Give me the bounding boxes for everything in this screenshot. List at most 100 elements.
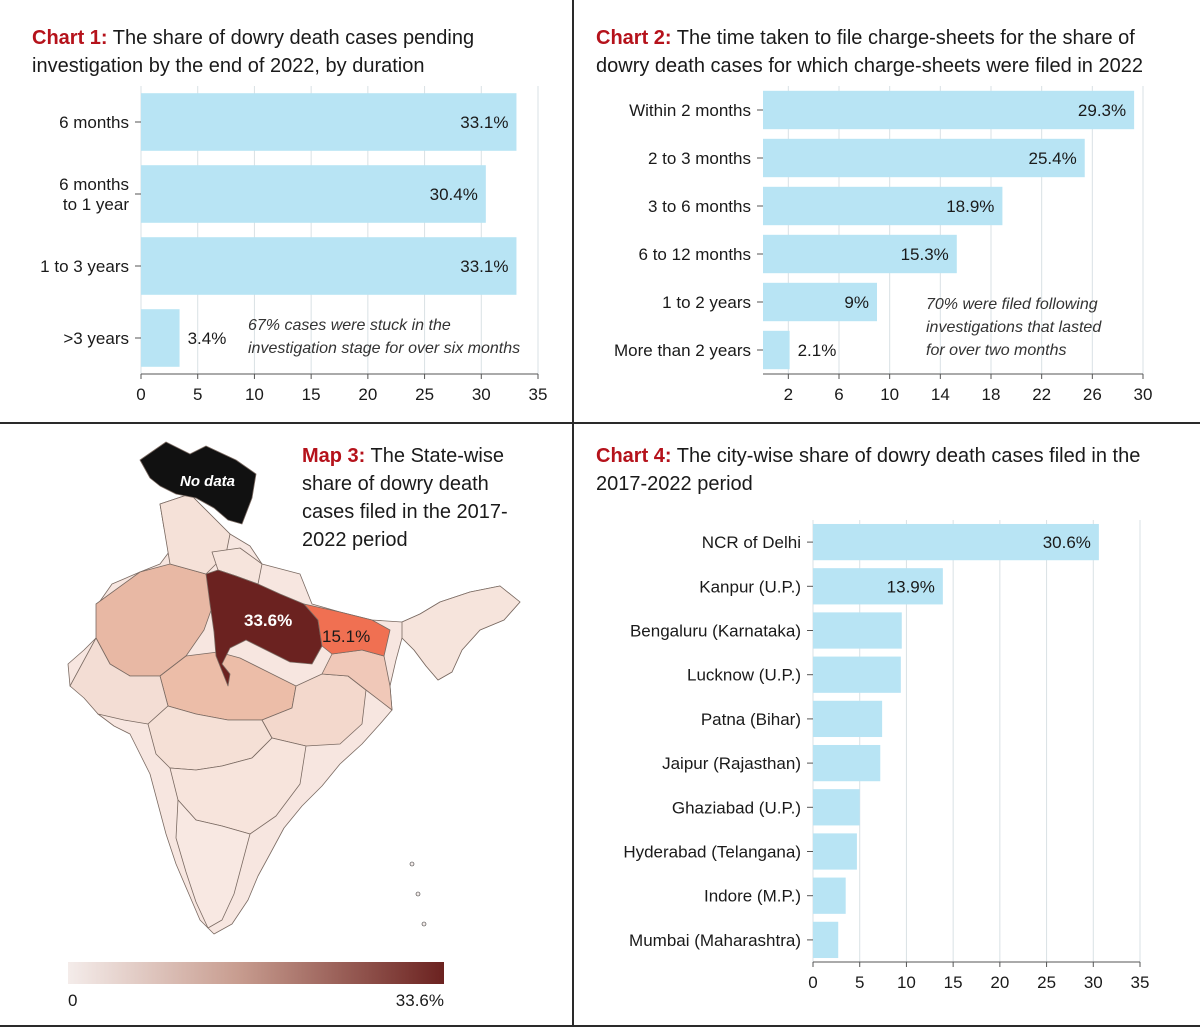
chart4-category-label: Kanpur (U.P.) xyxy=(699,577,801,596)
uttar-pradesh-region xyxy=(205,569,323,687)
chart2-tick-label: 10 xyxy=(880,385,899,404)
chart4-tick-label: 5 xyxy=(855,973,864,992)
chart2-category-label: 1 to 2 years xyxy=(662,293,751,312)
chart1-tick-label: 25 xyxy=(415,385,434,404)
chart4-category-label: Bengaluru (Karnataka) xyxy=(630,622,801,641)
chart1-tick-label: 5 xyxy=(193,385,202,404)
chart2-value-label: 2.1% xyxy=(798,341,837,360)
chart2-category-label: 3 to 6 months xyxy=(648,197,751,216)
map3-title-text: The State-wise share of dowry death case… xyxy=(302,445,508,551)
no-data-region xyxy=(139,441,257,525)
chart1-tick-label: 10 xyxy=(245,385,264,404)
chart2-category-label: Within 2 months xyxy=(629,101,751,120)
india-map: No data 33.6% 15.1% 0 33.6% xyxy=(67,441,521,1010)
chart2-bar xyxy=(763,138,1085,178)
chart1-category-label: 6 months xyxy=(59,175,129,194)
horizontal-divider xyxy=(0,422,1200,424)
chart4-bar xyxy=(813,789,860,826)
chart1-tick-label: 20 xyxy=(358,385,377,404)
chart2-value-label: 29.3% xyxy=(1078,101,1126,120)
chart4-bar xyxy=(813,612,902,649)
chart4-tick-label: 15 xyxy=(944,973,963,992)
chart2-annotation: 70% were filed following xyxy=(926,296,1098,313)
chart2-tick-label: 14 xyxy=(931,385,950,404)
chart1-category-label: >3 years xyxy=(63,329,129,348)
chart4-bar xyxy=(813,568,943,605)
chart2-panel: Chart 2: The time taken to file charge-s… xyxy=(0,0,1200,422)
chart1-tick-label: 15 xyxy=(302,385,321,404)
chart4-category-label: Patna (Bihar) xyxy=(701,710,801,729)
map3-panel: No data 33.6% 15.1% 0 33.6% Map 3: The S… xyxy=(0,424,572,1025)
chart4-category-label: Ghaziabad (U.P.) xyxy=(672,798,801,817)
chart2-value-label: 9% xyxy=(844,293,869,312)
map3-title-label: Map 3: xyxy=(302,445,366,467)
bihar-region xyxy=(303,603,391,657)
chart2-bar xyxy=(763,186,1003,226)
chart2-category-label: 2 to 3 months xyxy=(648,149,751,168)
chart4-title-text: The city-wise share of dowry death cases… xyxy=(596,445,1141,495)
chart2-value-label: 15.3% xyxy=(901,245,949,264)
chart1-category-label: to 1 year xyxy=(63,195,129,214)
chart4-category-label: Lucknow (U.P.) xyxy=(687,666,801,685)
chart4-title-label: Chart 4: xyxy=(596,445,672,467)
chart4-value-label: 13.9% xyxy=(887,577,935,596)
chart4-category-label: Jaipur (Rajasthan) xyxy=(662,754,801,773)
chart1-category-label: 1 to 3 years xyxy=(40,257,129,276)
no-data-label: No data xyxy=(180,473,235,490)
chart2-annotation: investigations that lasted xyxy=(926,319,1102,336)
chart4-tick-label: 0 xyxy=(808,973,817,992)
chart2-title-text: The time taken to file charge-sheets for… xyxy=(596,27,1143,77)
vertical-divider xyxy=(572,0,574,1027)
chart2-bar xyxy=(763,90,1135,130)
legend-gradient xyxy=(68,962,444,984)
chart1-annotation: investigation stage for over six months xyxy=(248,340,520,357)
chart4-tick-label: 10 xyxy=(897,973,916,992)
chart4-bar xyxy=(813,921,839,959)
east-central-region xyxy=(261,673,367,747)
chart1-bar xyxy=(141,93,517,151)
chart1-value-label: 3.4% xyxy=(188,329,227,348)
chart4-bar xyxy=(813,877,846,914)
chart4-tick-label: 30 xyxy=(1084,973,1103,992)
chart2-tick-label: 2 xyxy=(784,385,793,404)
up-value-label: 33.6% xyxy=(244,611,292,630)
legend-max: 33.6% xyxy=(396,991,444,1010)
chart2-title: Chart 2: The time taken to file charge-s… xyxy=(596,24,1176,80)
chart1-title-text: The share of dowry death cases pending i… xyxy=(32,27,475,77)
chart1-title-label: Chart 1: xyxy=(32,27,108,49)
chart4-category-label: Mumbai (Maharashtra) xyxy=(629,931,801,950)
chart4-category-label: Hyderabad (Telangana) xyxy=(623,843,801,862)
chart2-bar xyxy=(763,234,957,274)
chart2-title-label: Chart 2: xyxy=(596,27,672,49)
chart2-value-label: 18.9% xyxy=(946,197,994,216)
chart2-bar xyxy=(763,282,877,322)
chart1-value-label: 33.1% xyxy=(460,257,508,276)
chart2-bar xyxy=(763,330,790,370)
bottom-border xyxy=(0,1025,1200,1027)
chart4-bar xyxy=(813,744,881,782)
chart4-bar xyxy=(813,833,857,870)
chart4-title: Chart 4: The city-wise share of dowry de… xyxy=(596,442,1176,498)
south-region xyxy=(175,799,251,929)
chart1-title: Chart 1: The share of dowry death cases … xyxy=(32,24,552,80)
chart2-category-label: More than 2 years xyxy=(614,341,751,360)
chart4-category-label: Indore (M.P.) xyxy=(704,887,801,906)
chart2-value-label: 25.4% xyxy=(1029,149,1077,168)
chart4-tick-label: 25 xyxy=(1037,973,1056,992)
chart1-value-label: 33.1% xyxy=(460,113,508,132)
chart2-tick-label: 26 xyxy=(1083,385,1102,404)
chart1-bar xyxy=(141,237,517,295)
chart2-annotation: for over two months xyxy=(926,342,1067,359)
chart4-category-label: NCR of Delhi xyxy=(702,533,801,552)
chart1-bar xyxy=(141,309,180,367)
chart1-tick-label: 0 xyxy=(136,385,145,404)
chart1-tick-label: 30 xyxy=(472,385,491,404)
chart1-tick-label: 35 xyxy=(529,385,548,404)
island-dot xyxy=(409,861,415,867)
legend-min: 0 xyxy=(68,991,77,1010)
island-dot xyxy=(415,891,421,897)
chart4-value-label: 30.6% xyxy=(1043,533,1091,552)
